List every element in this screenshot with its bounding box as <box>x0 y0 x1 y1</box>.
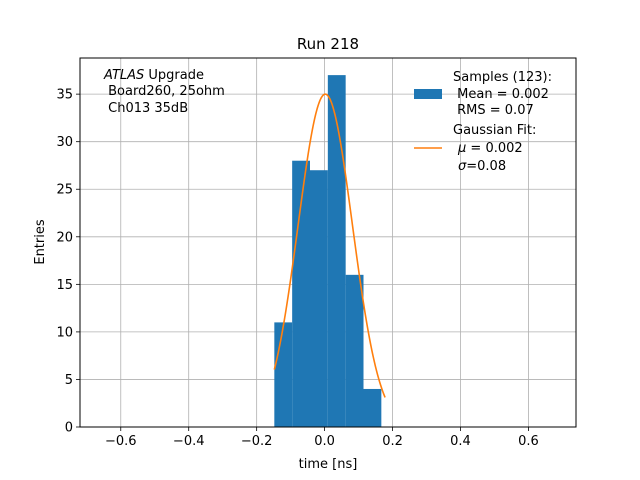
gaussian-fit-curve <box>273 93 386 398</box>
legend-mu-symbol: μ <box>457 141 466 156</box>
y-tick-label: 0 <box>65 421 73 436</box>
x-tick-label: 0.0 <box>314 434 335 449</box>
legend-fit-sigma: σ=0.08 <box>458 159 506 174</box>
histogram-bar <box>309 170 328 427</box>
legend-samples-line-3: RMS = 0.07 <box>453 103 534 118</box>
histogram-bar <box>363 388 382 427</box>
histogram-bar <box>345 274 364 427</box>
annotation-upgrade: Upgrade <box>144 68 204 83</box>
plot-frame <box>79 57 577 428</box>
x-tick-label: −0.6 <box>105 434 137 449</box>
axis-ticks: −0.6 −0.4 −0.2 0.0 0.2 0.4 0.6 0 5 10 15 20 25 30 35 <box>56 88 538 449</box>
annotation-line-2: Board260, 25ohm <box>104 84 225 99</box>
y-tick-label: 10 <box>56 325 73 340</box>
histogram-bar <box>274 322 293 427</box>
histogram-bars <box>274 75 382 427</box>
annotation-atlas: ATLAS <box>103 68 144 83</box>
y-tick-label: 15 <box>56 278 73 293</box>
y-axis-label: Entries <box>33 219 48 265</box>
annotation-line-3: Ch013 35dB <box>104 101 188 116</box>
y-tick-label: 30 <box>56 135 73 150</box>
legend-fit-mu: μ = 0.002 <box>457 141 523 156</box>
legend-sigma-symbol: σ <box>458 159 467 174</box>
legend-samples-swatch <box>414 89 442 99</box>
x-tick-label: −0.2 <box>241 434 273 449</box>
legend: Samples (123): Mean = 0.002 RMS = 0.07 G… <box>414 70 552 174</box>
legend-mu-value: = 0.002 <box>466 141 522 156</box>
legend-fit-line-1: Gaussian Fit: <box>453 123 536 138</box>
y-tick-label: 20 <box>56 230 73 245</box>
x-axis-label: time [ns] <box>299 457 358 472</box>
histogram-bar <box>327 75 346 427</box>
gaussian-fit <box>273 93 386 398</box>
legend-sigma-value: =0.08 <box>466 159 506 174</box>
y-tick-label: 5 <box>65 373 73 388</box>
x-tick-label: −0.4 <box>173 434 205 449</box>
x-tick-label: 0.4 <box>450 434 471 449</box>
y-tick-label: 25 <box>56 183 73 198</box>
histogram-bar <box>292 160 310 427</box>
x-tick-label: 0.2 <box>382 434 403 449</box>
chart-title: Run 218 <box>297 35 359 53</box>
x-tick-label: 0.6 <box>518 434 539 449</box>
annotation-line-1: ATLAS Upgrade <box>103 68 204 83</box>
legend-samples-line-1: Samples (123): <box>453 70 552 85</box>
y-tick-label: 35 <box>56 88 73 103</box>
annotation-block: ATLAS Upgrade Board260, 25ohm Ch013 35dB <box>103 68 225 116</box>
legend-samples-line-2: Mean = 0.002 <box>453 87 549 102</box>
